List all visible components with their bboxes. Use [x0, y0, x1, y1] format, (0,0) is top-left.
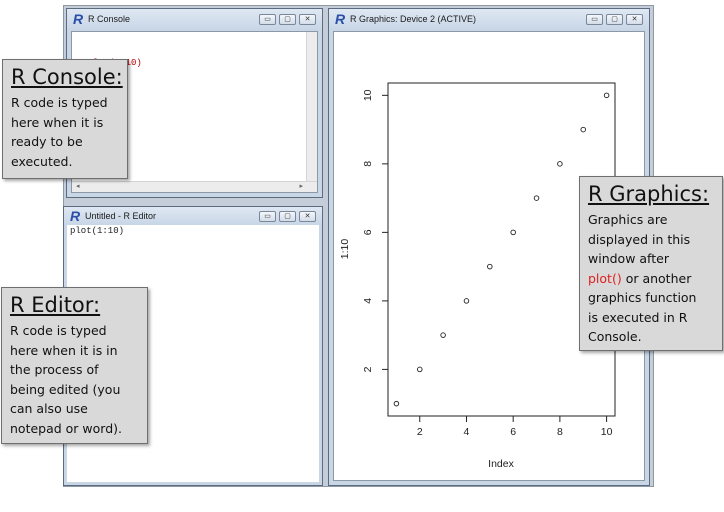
x-tick-label: 10	[601, 426, 613, 438]
data-point	[463, 298, 470, 304]
editor-code-line: plot(1:10)	[70, 226, 125, 236]
x-tick-label: 4	[464, 426, 470, 438]
callout-title: R Console:	[11, 65, 123, 89]
callout-line: notepad or word).	[10, 420, 122, 436]
r-logo-icon: R	[73, 11, 84, 27]
scroll-left-icon[interactable]: ◂	[76, 183, 80, 190]
maximize-button[interactable]: ▢	[606, 14, 623, 25]
callout-line: R code is typed	[10, 323, 107, 338]
data-point	[580, 126, 586, 133]
callout-text: or another	[621, 270, 692, 286]
close-icon: ✕	[304, 213, 311, 220]
callout-title: R Graphics:	[588, 182, 710, 206]
minimize-icon: ▭	[264, 16, 271, 23]
maximize-button[interactable]: ▢	[279, 14, 296, 25]
scroll-right-icon[interactable]: ▸	[299, 183, 303, 190]
plot-function-name: plot()	[588, 270, 622, 286]
callout-line: displayed in this	[588, 231, 691, 247]
callout-r-graphics: R Graphics: Graphics are displayed in th…	[579, 176, 723, 351]
data-point	[393, 400, 400, 407]
callout-line: ready to be	[11, 134, 83, 149]
callout-line: window after	[588, 251, 669, 266]
callout-line: Graphics are	[588, 212, 668, 227]
callout-line: plot() or another	[588, 269, 714, 289]
callout-r-console: R Console: R code is typed here when it …	[2, 59, 128, 179]
data-point	[487, 263, 493, 270]
data-point	[510, 229, 516, 236]
minimize-button[interactable]: ▭	[259, 14, 276, 25]
callout-line: can also use	[10, 401, 88, 416]
callout-r-editor: R Editor: R code is typed here when it i…	[1, 287, 148, 444]
window-title: R Console	[88, 14, 131, 24]
y-axis: 2 4 6 8 10	[362, 89, 389, 372]
data-point	[440, 332, 446, 338]
r-logo-icon: R	[335, 11, 346, 27]
minimize-icon: ▭	[264, 213, 271, 220]
window-title: Untitled - R Editor	[85, 211, 157, 221]
x-axis: 2 4 6 8 10	[417, 415, 613, 438]
data-point	[603, 92, 610, 99]
y-tick-label: 2	[362, 366, 374, 372]
x-tick-label: 8	[557, 426, 563, 438]
x-axis-label: Index	[488, 458, 514, 470]
r-graphics-window[interactable]: R R Graphics: Device 2 (ACTIVE) ▭ ▢ ✕ 2 4…	[328, 8, 650, 486]
maximize-button[interactable]: ▢	[279, 211, 296, 222]
callout-line: here when it is in	[10, 342, 118, 358]
data-point	[533, 195, 540, 201]
minimize-button[interactable]: ▭	[586, 14, 603, 25]
callout-title: R Editor:	[10, 293, 101, 317]
data-point	[417, 366, 423, 373]
r-editor-titlebar[interactable]: R Untitled - R Editor ▭ ▢ ✕	[64, 207, 322, 225]
close-icon: ✕	[631, 16, 638, 23]
callout-line: being edited (you	[10, 381, 121, 397]
r-console-titlebar[interactable]: R R Console ▭ ▢ ✕	[67, 9, 322, 30]
horizontal-scrollbar[interactable]: ◂ ▸	[72, 181, 317, 192]
data-point	[557, 161, 563, 167]
x-tick-label: 6	[510, 426, 516, 438]
callout-line: graphics function	[588, 290, 697, 305]
maximize-icon: ▢	[611, 16, 618, 23]
callout-line: here when it is	[11, 114, 104, 130]
maximize-icon: ▢	[284, 213, 291, 220]
y-tick-label: 6	[362, 229, 374, 235]
r-logo-icon: R	[70, 208, 81, 224]
close-icon: ✕	[304, 16, 311, 23]
callout-line: executed.	[11, 153, 73, 169]
callout-line: is executed in R	[588, 309, 688, 325]
vertical-scrollbar[interactable]	[306, 32, 317, 182]
r-graphics-titlebar[interactable]: R R Graphics: Device 2 (ACTIVE) ▭ ▢ ✕	[329, 9, 649, 30]
x-tick-label: 2	[417, 426, 423, 438]
y-tick-label: 4	[362, 298, 374, 304]
callout-line: R code is typed	[11, 95, 108, 110]
callout-line: Console.	[588, 329, 642, 344]
y-tick-label: 8	[362, 161, 374, 167]
window-title: R Graphics: Device 2 (ACTIVE)	[350, 14, 477, 24]
data-points	[393, 92, 610, 407]
close-button[interactable]: ✕	[299, 211, 316, 222]
close-button[interactable]: ✕	[626, 14, 643, 25]
minimize-icon: ▭	[591, 16, 598, 23]
y-axis-label: 1:10	[339, 239, 351, 260]
close-button[interactable]: ✕	[299, 14, 316, 25]
maximize-icon: ▢	[284, 16, 291, 23]
minimize-button[interactable]: ▭	[259, 211, 276, 222]
callout-line: the process of	[10, 362, 99, 377]
y-tick-label: 10	[362, 89, 374, 101]
